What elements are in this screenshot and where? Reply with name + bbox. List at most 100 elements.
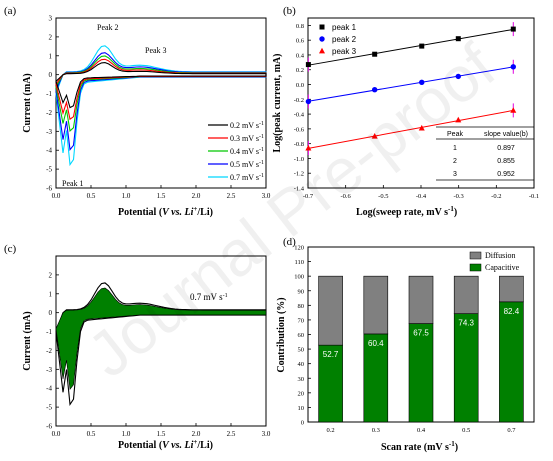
panel-d-xticks: 0.2 0.3 0.4 0.5 0.7: [327, 427, 517, 434]
legend-label: Capacitive: [485, 263, 520, 272]
panel-b-ylabel: Log(peak current, mA): [272, 54, 283, 153]
table-cell: 2: [453, 158, 457, 165]
capacitive-area: [55, 287, 267, 390]
x-tick-label: 0.4: [417, 427, 426, 434]
panel-a-legend: 0.2 mV s-1 0.3 mV s-1 0.4 mV s-1 0.5 mV s-1…: [208, 121, 264, 182]
panel-b-xticks: -0.7 -0.6 -0.5 -0.4 -0.3 -0.2 -0.1: [303, 185, 539, 200]
data-point: [419, 79, 425, 86]
x-tick-label: 1.0: [122, 430, 131, 438]
y-tick-label: 2: [49, 271, 53, 279]
x-tick-label: 3.0: [262, 192, 271, 200]
y-tick-label: 2: [49, 33, 53, 41]
y-tick-label: 10: [298, 405, 305, 412]
legend-swatch: [469, 251, 482, 260]
x-tick-label: -0.6: [341, 193, 352, 200]
panel-a: (a) -6 -5 -4 -3 -2 -1 0 1 2 3 0.0 0.5 1.0 1.5 2.0 2.5 3…: [4, 5, 271, 218]
bar-diffusion: [363, 275, 389, 335]
legend-marker: [319, 47, 325, 54]
x-tick-label: 1.0: [122, 192, 131, 200]
x-tick-label: 2.5: [227, 192, 236, 200]
legend-marker: [319, 36, 325, 42]
bar-value-label: 67.5: [413, 329, 429, 338]
y-tick-label: -3: [46, 128, 52, 136]
data-point: [455, 116, 462, 123]
peak-2-annotation: Peak 2: [97, 23, 119, 32]
y-tick-label: -2: [46, 109, 52, 117]
y-tick-label: -5: [46, 166, 52, 174]
y-tick-label: -1.4: [294, 186, 305, 193]
x-tick-label: 0.3: [372, 427, 380, 434]
data-point: [372, 51, 378, 57]
peak-3-annotation: Peak 3: [145, 46, 167, 55]
cv-curve-02: [55, 62, 267, 109]
y-tick-label: 0.6: [296, 38, 305, 45]
data-point: [305, 62, 311, 68]
table-cell: 0.855: [497, 158, 515, 165]
legend-label: 0.7 mV s-1: [230, 173, 264, 182]
data-point: [510, 107, 517, 113]
fit-line-peak-2: [308, 66, 514, 102]
legend-marker: [319, 24, 325, 30]
data-point: [419, 43, 425, 49]
data-point: [371, 86, 378, 93]
panel-a-xticks: 0.0 0.5 1.0 1.5 2.0 2.5 3.0: [52, 185, 271, 200]
panel-b: (b) -1.4 -1.2 -1.0 -0.8 -0.6 -0.4 -0.2 0.0 0.2 0.…: [272, 5, 539, 218]
y-tick-label: 30: [298, 376, 305, 383]
legend-label: 0.5 mV s-1: [230, 160, 264, 169]
bar-capacitive: [408, 323, 434, 423]
panel-a-yticks: -6 -5 -4 -3 -2 -1 0 1 2 3: [46, 15, 59, 193]
x-tick-label: -0.1: [529, 193, 539, 200]
legend-label: Diffusion: [485, 251, 516, 260]
table-cell: 3: [453, 171, 457, 178]
x-tick-label: -0.7: [303, 193, 314, 200]
x-tick-label: -0.5: [378, 193, 388, 200]
y-tick-label: 0: [49, 71, 53, 79]
bar-diffusion: [408, 275, 434, 324]
panel-b-legend: peak 1 peak 2 peak 3: [319, 23, 357, 56]
panel-d-bars: 52.7 60.4 67.5 74.3 82.4: [318, 275, 524, 423]
peak-1-annotation: Peak 1: [62, 179, 84, 188]
bar-diffusion: [499, 275, 524, 303]
x-tick-label: -0.4: [416, 193, 427, 200]
y-tick-label: 100: [294, 274, 304, 281]
data-point: [455, 73, 461, 80]
legend-swatch: [469, 263, 482, 272]
panel-d-yticks: 0 10 20 30 40 50 60 70 80 90 100 110 120: [294, 245, 311, 427]
bar-value-label: 82.4: [504, 307, 520, 316]
y-tick-label: -0.2: [294, 97, 304, 104]
bar-diffusion: [318, 275, 343, 346]
y-tick-label: 90: [298, 288, 305, 295]
y-tick-label: -0.4: [294, 112, 305, 119]
fit-line-peak-1: [308, 28, 514, 66]
y-tick-label: 0: [301, 420, 304, 427]
y-tick-label: 0: [49, 309, 53, 317]
bar-capacitive: [318, 344, 343, 423]
y-tick-label: -3: [46, 366, 52, 374]
y-tick-label: -6: [46, 185, 52, 193]
bar-capacitive: [453, 313, 479, 423]
data-point: [510, 64, 516, 70]
y-tick-label: -1: [46, 90, 52, 98]
x-tick-label: 2.0: [192, 430, 201, 438]
y-tick-label: -1.0: [294, 156, 304, 163]
y-tick-label: 0.2: [296, 67, 304, 74]
y-tick-label: 1: [49, 290, 53, 298]
fit-line-peak-3: [308, 109, 514, 149]
y-tick-label: -1: [46, 328, 52, 336]
bar-diffusion: [453, 275, 479, 314]
x-tick-label: 0.5: [462, 427, 470, 434]
panel-a-xlabel: Potential (V vs. Li+/Li): [118, 205, 213, 218]
table-header: Peak: [447, 131, 463, 138]
x-tick-label: -0.2: [491, 193, 501, 200]
bar-capacitive: [499, 301, 524, 423]
panel-d-ylabel: Contribution (%): [276, 297, 287, 372]
panel-a-ylabel: Current (mA): [22, 73, 33, 133]
y-tick-label: 0.8: [296, 23, 304, 30]
panel-d-legend: Diffusion Capacitive: [469, 251, 520, 272]
panel-d: (d) 0 10 20 30 40 50 60 70 80 90 100 110 120 52.7 60.…: [276, 236, 535, 453]
panel-b-yticks: -1.4 -1.2 -1.0 -0.8 -0.6 -0.4 -0.2 0.0 0.2 0.4 0.6…: [294, 23, 311, 193]
panel-c-xticks: 0.0 0.5 1.0 1.5 2.0 2.5 3.0: [52, 423, 271, 438]
table-cell: 0.952: [497, 171, 515, 178]
x-tick-label: 0.5: [87, 192, 96, 200]
x-tick-label: 1.5: [157, 192, 166, 200]
